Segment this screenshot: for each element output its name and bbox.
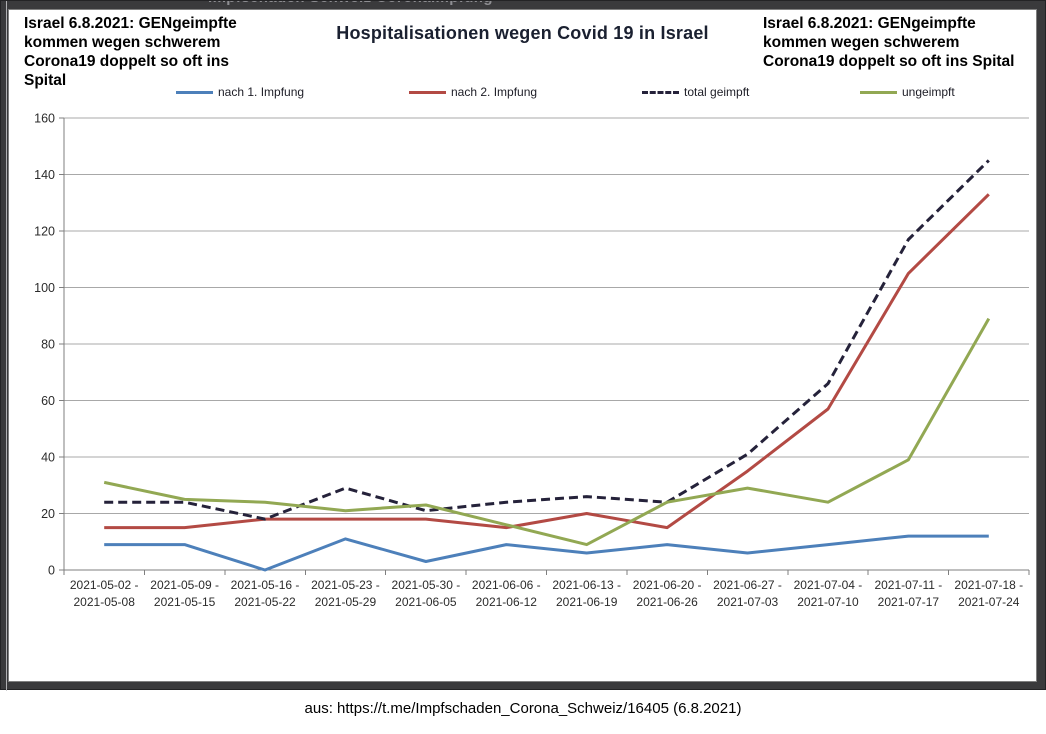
legend-item-nach-1-impfung: nach 1. Impfung <box>176 84 304 100</box>
axes <box>59 117 1030 575</box>
x-tick-label: 2021-06-27 -2021-07-03 <box>713 578 782 609</box>
source-caption: aus: https://t.me/Impfschaden_Corona_Sch… <box>304 700 742 717</box>
series-line-ungeimpft <box>103 317 991 547</box>
y-tick-label: 20 <box>41 507 55 521</box>
y-axis-labels: 0 20 40 60 80 100 120 140 160 <box>34 112 55 578</box>
y-tick-label: 120 <box>34 225 55 239</box>
y-tick-label: 140 <box>34 168 55 182</box>
x-tick-label: 2021-05-02 -2021-05-08 <box>70 578 139 609</box>
x-tick-label: 2021-07-18 -2021-07-24 <box>954 578 1023 609</box>
y-tick-label: 40 <box>41 451 55 465</box>
x-tick-label: 2021-06-06 -2021-06-12 <box>472 578 541 609</box>
y-tick-label: 60 <box>41 394 55 408</box>
x-tick-label: 2021-06-20 -2021-06-26 <box>633 578 702 609</box>
chart-legend: nach 1. Impfung nach 2. Impfung total geim… <box>9 84 1036 100</box>
headline-right: Israel 6.8.2021: GENgeimpfte kommen wege… <box>763 15 1015 70</box>
legend-line-swatch <box>860 90 897 94</box>
x-tick-label: 2021-05-30 -2021-06-05 <box>392 578 461 609</box>
legend-label: total geimpft <box>684 85 750 99</box>
x-tick-label: 2021-06-13 -2021-06-19 <box>552 578 621 609</box>
legend-item-nach-2-impfung: nach 2. Impfung <box>409 84 537 100</box>
legend-line-swatch <box>642 90 679 94</box>
legend-label: nach 2. Impfung <box>451 85 538 99</box>
x-tick-label: 2021-05-09 -2021-05-15 <box>150 578 219 609</box>
y-tick-label: 100 <box>34 281 55 295</box>
legend-label: nach 1. Impfung <box>218 85 305 99</box>
line-chart: 0 20 40 60 80 100 120 140 160 2021-05-02 -2021-05… <box>34 112 1030 609</box>
x-tick-label: 2021-05-23 -2021-05-29 <box>311 578 380 609</box>
legend-item-total-geimpft: total geimpft <box>642 84 749 100</box>
x-axis-labels: 2021-05-02 -2021-05-08 2021-05-09 -2021-0… <box>70 578 1023 609</box>
legend-line-swatch <box>409 90 446 94</box>
x-tick-label: 2021-07-04 -2021-07-10 <box>794 578 863 609</box>
frame-highlight-line <box>6 1 7 691</box>
legend-line-swatch <box>176 90 213 94</box>
legend-item-ungeimpft: ungeimpft <box>860 84 955 100</box>
y-tick-label: 160 <box>34 112 55 126</box>
chart-panel: Israel 6.8.2021: GENgeimpfte kommen wege… <box>8 9 1037 682</box>
series-line-total-geimpft <box>104 159 990 521</box>
y-tick-label: 0 <box>48 564 55 578</box>
x-tick-label: 2021-07-11 -2021-07-17 <box>874 578 942 609</box>
legend-label: ungeimpft <box>902 85 955 99</box>
headline-left: Israel 6.8.2021: GENgeimpfte kommen wege… <box>24 15 237 89</box>
y-tick-label: 80 <box>41 338 55 352</box>
x-tick-label: 2021-05-16 -2021-05-22 <box>231 578 300 609</box>
series-line-nach-2-impfung <box>104 193 990 530</box>
series-line-nach-1-impfung <box>104 534 989 572</box>
window-frame: Impfschaden Schweiz Coronaimpfung Israel… <box>0 0 1046 691</box>
background-cropped-text: Impfschaden Schweiz Coronaimpfung <box>208 1 628 7</box>
chart-title: Hospitalisationen wegen Covid 19 in Isra… <box>336 23 709 43</box>
